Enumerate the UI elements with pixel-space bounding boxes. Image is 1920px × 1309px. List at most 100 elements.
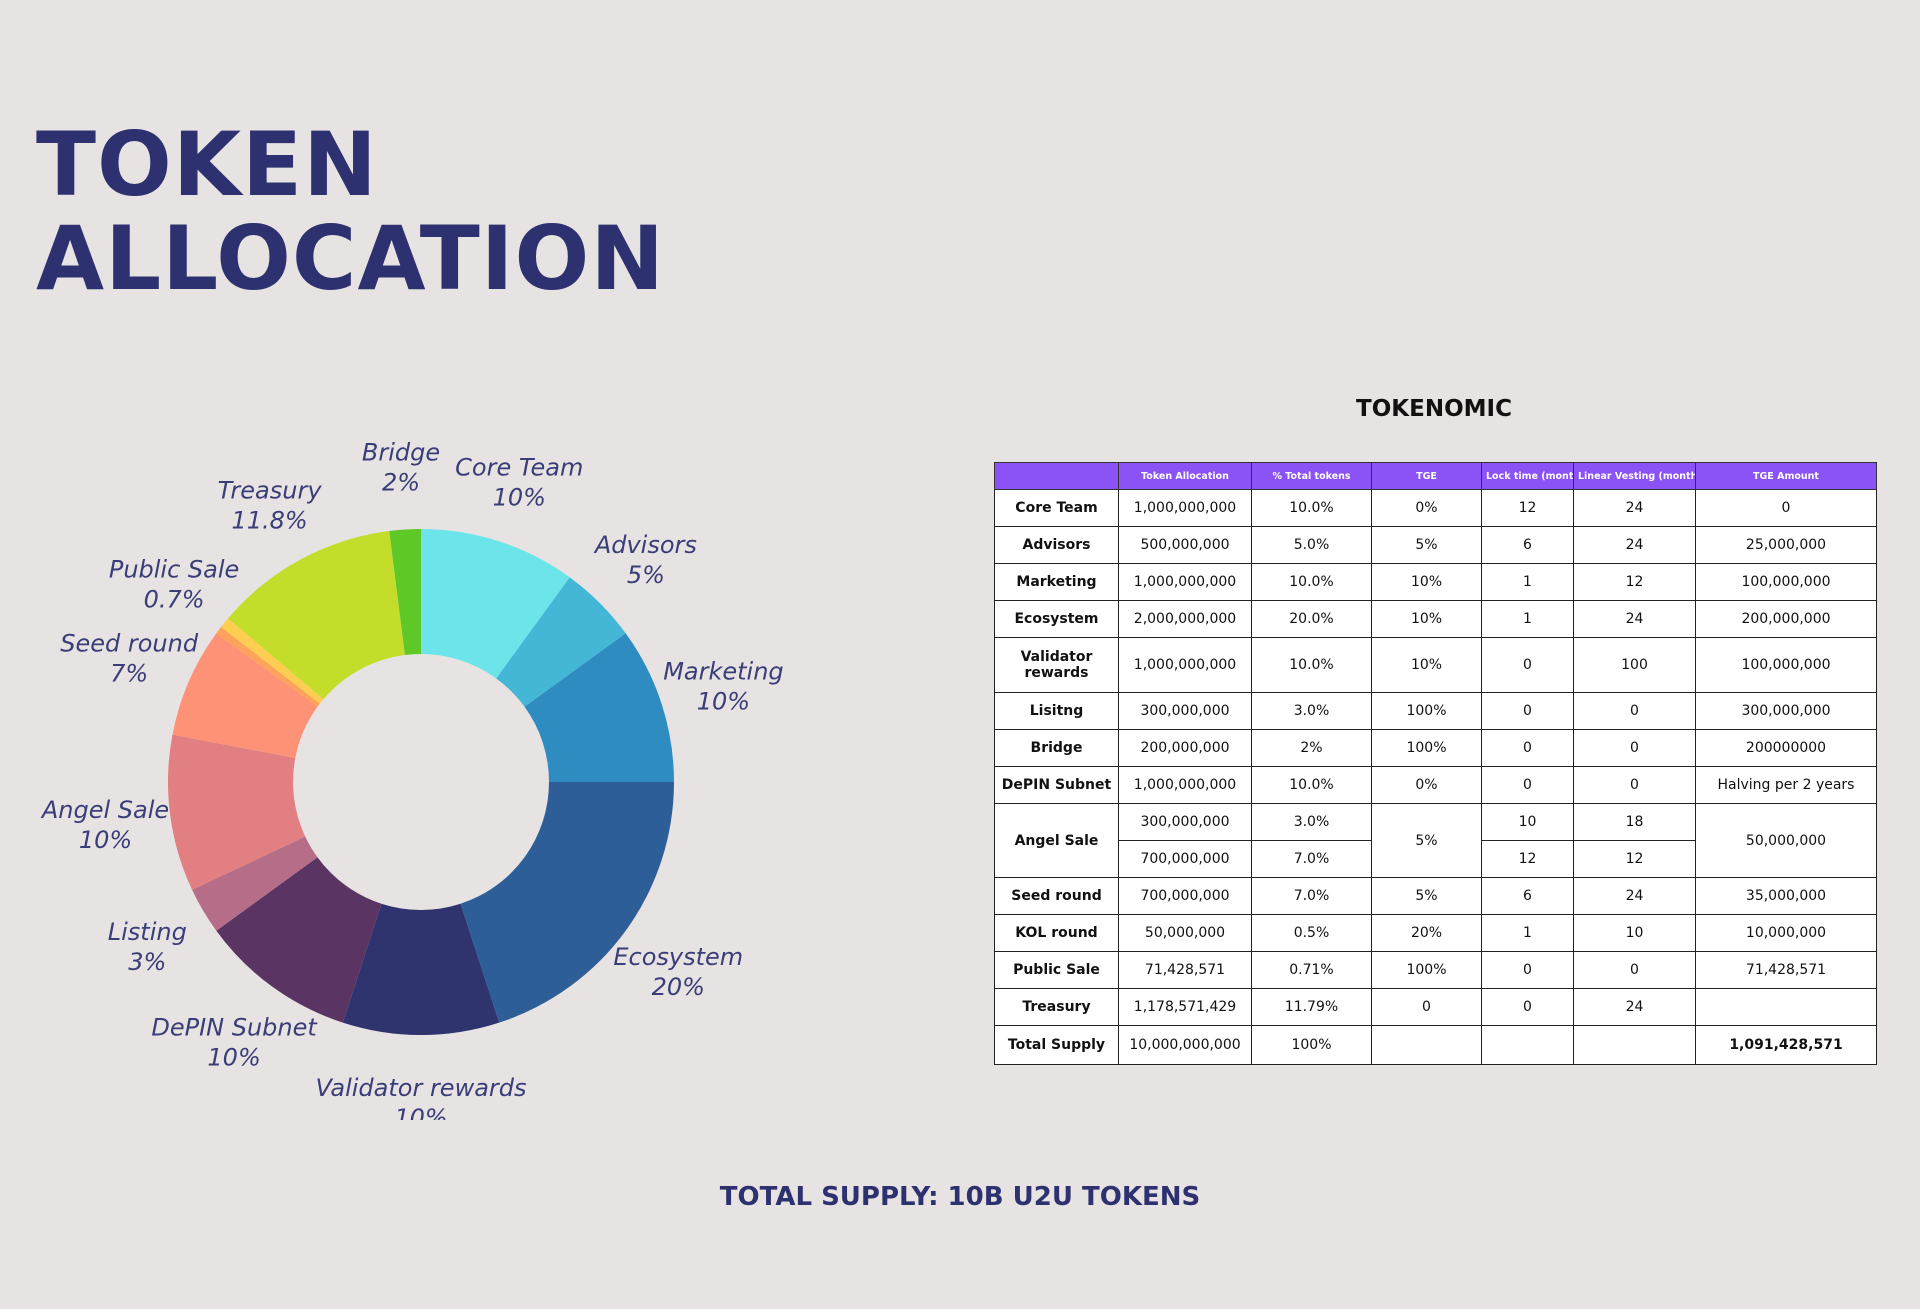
row-name: KOL round <box>994 914 1119 952</box>
cell-allocation: 1,000,000,000 <box>1118 489 1252 527</box>
table-total-row: Total Supply 10,000,000,000 100% 1,091,4… <box>994 1025 1877 1065</box>
cell-allocation: 1,000,000,000 <box>1118 766 1252 804</box>
cell-percent: 11.79% <box>1251 988 1372 1026</box>
cell-percent: 10.0% <box>1251 563 1372 601</box>
cell-vesting: 18 <box>1573 803 1696 841</box>
cell-tge-amount: 0 <box>1695 489 1877 527</box>
cell-tge-amount: 10,000,000 <box>1695 914 1877 952</box>
table-row: Core Team 1,000,000,000 10.0% 0% 12 24 0 <box>994 489 1877 527</box>
cell-lock: 0 <box>1481 988 1574 1026</box>
slice-label-treasury: Treasury 11.8% <box>218 476 323 534</box>
header-lock-time: Lock time (month) <box>1481 462 1574 490</box>
table-title: TOKENOMIC <box>1356 396 1512 422</box>
cell-lock: 0 <box>1481 637 1574 693</box>
slice-advisors <box>496 577 626 707</box>
table-row: Marketing 1,000,000,000 10.0% 10% 1 12 1… <box>994 563 1877 601</box>
cell-tge-amount: 300,000,000 <box>1695 692 1877 730</box>
row-name: Bridge <box>994 729 1119 767</box>
cell-allocation: 200,000,000 <box>1118 729 1252 767</box>
slice-bridge <box>389 529 421 656</box>
header-category <box>994 462 1119 490</box>
cell-lock: 10 <box>1481 803 1574 841</box>
cell-lock: 1 <box>1481 563 1574 601</box>
cell-allocation: 300,000,000 <box>1118 692 1252 730</box>
cell-lock: 0 <box>1481 692 1574 730</box>
row-name: Advisors <box>994 526 1119 564</box>
cell-tge-amount: 100,000,000 <box>1695 637 1877 693</box>
slice-label-ecosystem: Ecosystem 20% <box>613 943 743 1001</box>
row-name: Angel Sale <box>994 803 1119 878</box>
header-tge: TGE <box>1371 462 1482 490</box>
cell-vesting: 0 <box>1573 951 1696 989</box>
cell-percent: 0.5% <box>1251 914 1372 952</box>
cell-vesting: 0 <box>1573 729 1696 767</box>
slice-label-public-sale: Public Sale 0.7% <box>109 556 239 614</box>
cell-vesting: 24 <box>1573 877 1696 915</box>
total-supply-footer: TOTAL SUPPLY: 10B U2U TOKENS <box>719 1182 1201 1212</box>
page-title-line-1: TOKEN <box>36 113 378 216</box>
cell-tge-amount: 100,000,000 <box>1695 563 1877 601</box>
row-name: Core Team <box>994 489 1119 527</box>
table-row: Validator rewards 1,000,000,000 10.0% 10… <box>994 637 1877 693</box>
table-row: DePIN Subnet 1,000,000,000 10.0% 0% 0 0 … <box>994 766 1877 804</box>
table-row: Angel Sale 300,000,000 3.0% 5% 10 18 50,… <box>994 803 1877 878</box>
slice-validator-rewards <box>342 903 500 1035</box>
cell-percent: 10.0% <box>1251 766 1372 804</box>
cell-vesting: 12 <box>1573 563 1696 601</box>
cell-percent: 7.0% <box>1251 877 1372 915</box>
allocation-donut-chart: Core Team 10%Advisors 5% Marketing 10% Ecosys… <box>40 439 784 1120</box>
cell-lock: 6 <box>1481 526 1574 564</box>
row-name: Ecosystem <box>994 600 1119 638</box>
cell-tge: 5% <box>1371 803 1482 878</box>
cell-lock: 0 <box>1481 951 1574 989</box>
cell-percent: 5.0% <box>1251 526 1372 564</box>
cell-tge-amount: 35,000,000 <box>1695 877 1877 915</box>
cell-lock <box>1481 1025 1574 1065</box>
slice-seed-round <box>172 633 318 759</box>
row-name: Total Supply <box>994 1025 1119 1065</box>
cell-tge: 100% <box>1371 729 1482 767</box>
cell-tge: 0% <box>1371 766 1482 804</box>
cell-tge: 20% <box>1371 914 1482 952</box>
cell-percent: 20.0% <box>1251 600 1372 638</box>
row-name: Marketing <box>994 563 1119 601</box>
cell-tge-amount: Halving per 2 years <box>1695 766 1877 804</box>
cell-lock: 12 <box>1481 489 1574 527</box>
cell-allocation: 700,000,000 <box>1118 840 1252 878</box>
cell-percent: 0.71% <box>1251 951 1372 989</box>
slice-depin-subnet <box>216 857 382 1023</box>
cell-tge-amount: 1,091,428,571 <box>1695 1025 1877 1065</box>
cell-allocation: 300,000,000 <box>1118 803 1252 841</box>
cell-tge: 100% <box>1371 951 1482 989</box>
header-linear-vesting: Linear Vesting (month) <box>1573 462 1696 490</box>
cell-allocation: 1,178,571,429 <box>1118 988 1252 1026</box>
cell-allocation: 1,000,000,000 <box>1118 563 1252 601</box>
header-total-tokens: % Total tokens <box>1251 462 1372 490</box>
donut-slices <box>167 529 674 1035</box>
cell-tge-amount <box>1695 988 1877 1026</box>
slice-marketing <box>524 633 674 782</box>
cell-tge-amount: 200,000,000 <box>1695 600 1877 638</box>
page-title: TOKEN ALLOCATION <box>36 118 665 306</box>
table-row: Seed round 700,000,000 7.0% 5% 6 24 35,0… <box>994 877 1877 915</box>
cell-vesting <box>1573 1025 1696 1065</box>
slice-label-core-team: Core Team 10% <box>455 454 583 512</box>
slice-treasury <box>228 530 405 700</box>
slice-label-listing: Listing 3% <box>108 918 187 976</box>
slice-label-angel-sale: Angel Sale 10% <box>40 796 169 854</box>
cell-tge: 0% <box>1371 489 1482 527</box>
table-row: Bridge 200,000,000 2% 100% 0 0 200000000 <box>994 729 1877 767</box>
table-row: Advisors 500,000,000 5.0% 5% 6 24 25,000… <box>994 526 1877 564</box>
cell-percent: 3.0% <box>1251 692 1372 730</box>
row-name: Public Sale <box>994 951 1119 989</box>
cell-vesting: 24 <box>1573 600 1696 638</box>
row-name: Treasury <box>994 988 1119 1026</box>
tokenomic-table: Token Allocation % Total tokens TGE Lock… <box>994 462 1877 1065</box>
table-header-row: Token Allocation % Total tokens TGE Lock… <box>994 462 1877 490</box>
cell-allocation: 2,000,000,000 <box>1118 600 1252 638</box>
table-row: 700,000,000 7.0% 12 12 <box>995 840 1877 878</box>
cell-percent: 10.0% <box>1251 637 1372 693</box>
row-name: Lisitng <box>994 692 1119 730</box>
cell-vesting: 10 <box>1573 914 1696 952</box>
cell-percent: 3.0% <box>1251 803 1372 841</box>
